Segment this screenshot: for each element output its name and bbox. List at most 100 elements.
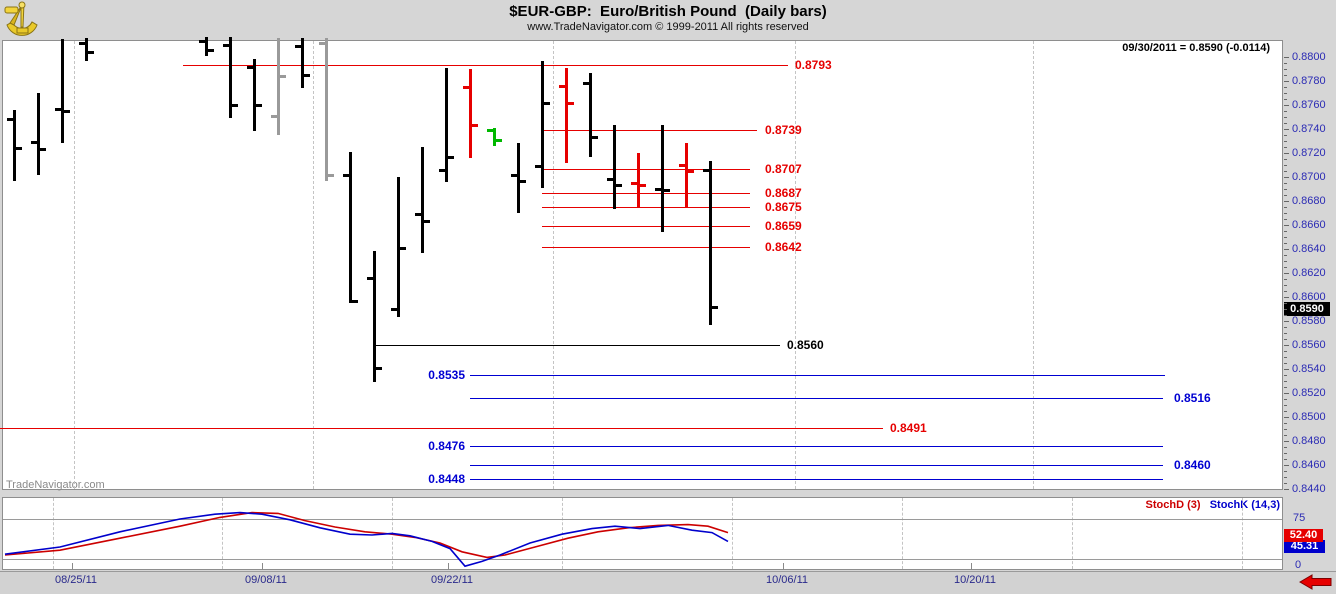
ohlc-close-tick <box>592 136 598 139</box>
price-axis-tick <box>1284 339 1287 340</box>
level-line-0.8642 <box>542 247 750 248</box>
ohlc-bar <box>613 125 616 209</box>
price-axis-tick <box>1284 261 1287 262</box>
ohlc-open-tick <box>55 108 61 111</box>
price-axis-tick <box>1284 363 1287 364</box>
price-axis-tick <box>1284 183 1287 184</box>
red-left-arrow-icon <box>1299 574 1332 590</box>
stoch-grid-hline <box>3 519 1282 520</box>
price-axis-tick <box>1284 375 1287 376</box>
ohlc-close-tick <box>568 102 574 105</box>
price-axis-tick <box>1284 81 1289 82</box>
ohlc-open-tick <box>583 82 589 85</box>
price-axis-tick <box>1284 285 1287 286</box>
ohlc-open-tick <box>343 174 349 177</box>
ohlc-close-tick <box>16 147 22 150</box>
ohlc-close-tick <box>664 189 670 192</box>
grid-vline <box>795 41 796 489</box>
price-axis-tick <box>1284 195 1287 196</box>
price-axis-tick <box>1284 69 1287 70</box>
ohlc-bar <box>685 143 688 207</box>
ohlc-bar <box>37 93 40 175</box>
ohlc-bar <box>637 153 640 208</box>
price-axis-tick <box>1284 135 1287 136</box>
price-axis-tick <box>1284 345 1289 346</box>
ohlc-close-tick <box>616 184 622 187</box>
ohlc-bar <box>445 68 448 182</box>
price-axis-tick <box>1284 489 1289 490</box>
ohlc-bar <box>469 69 472 158</box>
ohlc-bar <box>325 38 328 181</box>
ohlc-close-tick <box>88 51 94 54</box>
price-axis-label: 0.8740 <box>1292 123 1326 135</box>
ohlc-bar <box>421 147 424 253</box>
ohlc-close-tick <box>424 220 430 223</box>
level-line-0.8460 <box>470 465 1163 466</box>
price-chart-panel <box>2 40 1283 490</box>
price-axis-label: 0.8520 <box>1292 387 1326 399</box>
level-line-0.8491 <box>0 428 883 429</box>
level-line-0.8675 <box>542 207 750 208</box>
ohlc-open-tick <box>439 169 445 172</box>
price-axis-tick <box>1284 393 1289 394</box>
ohlc-close-tick <box>448 156 454 159</box>
price-axis-tick <box>1284 423 1287 424</box>
price-axis-tick <box>1284 141 1287 142</box>
price-axis-tick <box>1284 453 1287 454</box>
stoch-grid-vline <box>902 498 903 569</box>
ohlc-open-tick <box>223 44 229 47</box>
scroll-latest-button[interactable] <box>1299 573 1333 594</box>
ohlc-close-tick <box>688 170 694 173</box>
ohlc-bar <box>517 143 520 213</box>
ohlc-close-tick <box>472 124 478 127</box>
level-label-0.8560: 0.8560 <box>787 338 824 352</box>
price-axis-tick <box>1284 123 1287 124</box>
grid-vline <box>313 41 314 489</box>
ohlc-bar <box>661 125 664 232</box>
stochd-legend-label: StochD (3) <box>1145 499 1201 511</box>
ohlc-open-tick <box>7 118 13 121</box>
stoch-legend: StochD (3) StochK (14,3) <box>1146 499 1280 511</box>
ohlc-open-tick <box>559 85 565 88</box>
price-axis-tick <box>1284 327 1287 328</box>
stoch-grid-vline <box>1072 498 1073 569</box>
price-axis-label: 0.8760 <box>1292 99 1326 111</box>
price-axis-label: 0.8580 <box>1292 315 1326 327</box>
ohlc-open-tick <box>415 213 421 216</box>
price-axis-label: 0.8800 <box>1292 51 1326 63</box>
stoch-grid-vline <box>53 498 54 569</box>
price-axis-tick <box>1284 129 1289 130</box>
level-label-0.8460: 0.8460 <box>1174 458 1211 472</box>
price-axis-label: 0.8600 <box>1292 291 1326 303</box>
price-axis-tick <box>1284 471 1287 472</box>
price-axis-tick <box>1284 117 1287 118</box>
price-axis-tick <box>1284 147 1287 148</box>
price-axis-tick <box>1284 159 1287 160</box>
price-axis-tick <box>1284 243 1287 244</box>
level-label-0.8491: 0.8491 <box>890 421 927 435</box>
level-line-0.8560 <box>374 345 780 346</box>
price-axis-tick <box>1284 333 1287 334</box>
ohlc-close-tick <box>496 139 502 142</box>
watermark-text: TradeNavigator.com <box>6 479 105 491</box>
chart-subtitle: www.TradeNavigator.com © 1999-2011 All r… <box>527 21 809 33</box>
date-axis-tick <box>783 563 784 570</box>
level-label-0.8675: 0.8675 <box>765 200 802 214</box>
price-axis-tick <box>1284 219 1287 220</box>
ohlc-close-tick <box>712 306 718 309</box>
ohlc-open-tick <box>271 115 277 118</box>
price-axis-tick <box>1284 441 1289 442</box>
time-scrollbar-strip[interactable] <box>0 571 1336 594</box>
price-axis-tick <box>1284 177 1289 178</box>
date-axis-tick <box>448 563 449 570</box>
price-axis-tick <box>1284 399 1287 400</box>
ohlc-bar <box>565 68 568 163</box>
price-axis-tick <box>1284 237 1287 238</box>
price-axis-tick <box>1284 99 1287 100</box>
ohlc-bar <box>277 38 280 135</box>
price-axis-tick <box>1284 201 1289 202</box>
date-label: 10/06/11 <box>765 574 808 586</box>
level-line-0.8659 <box>542 226 750 227</box>
price-axis-tick <box>1284 315 1287 316</box>
